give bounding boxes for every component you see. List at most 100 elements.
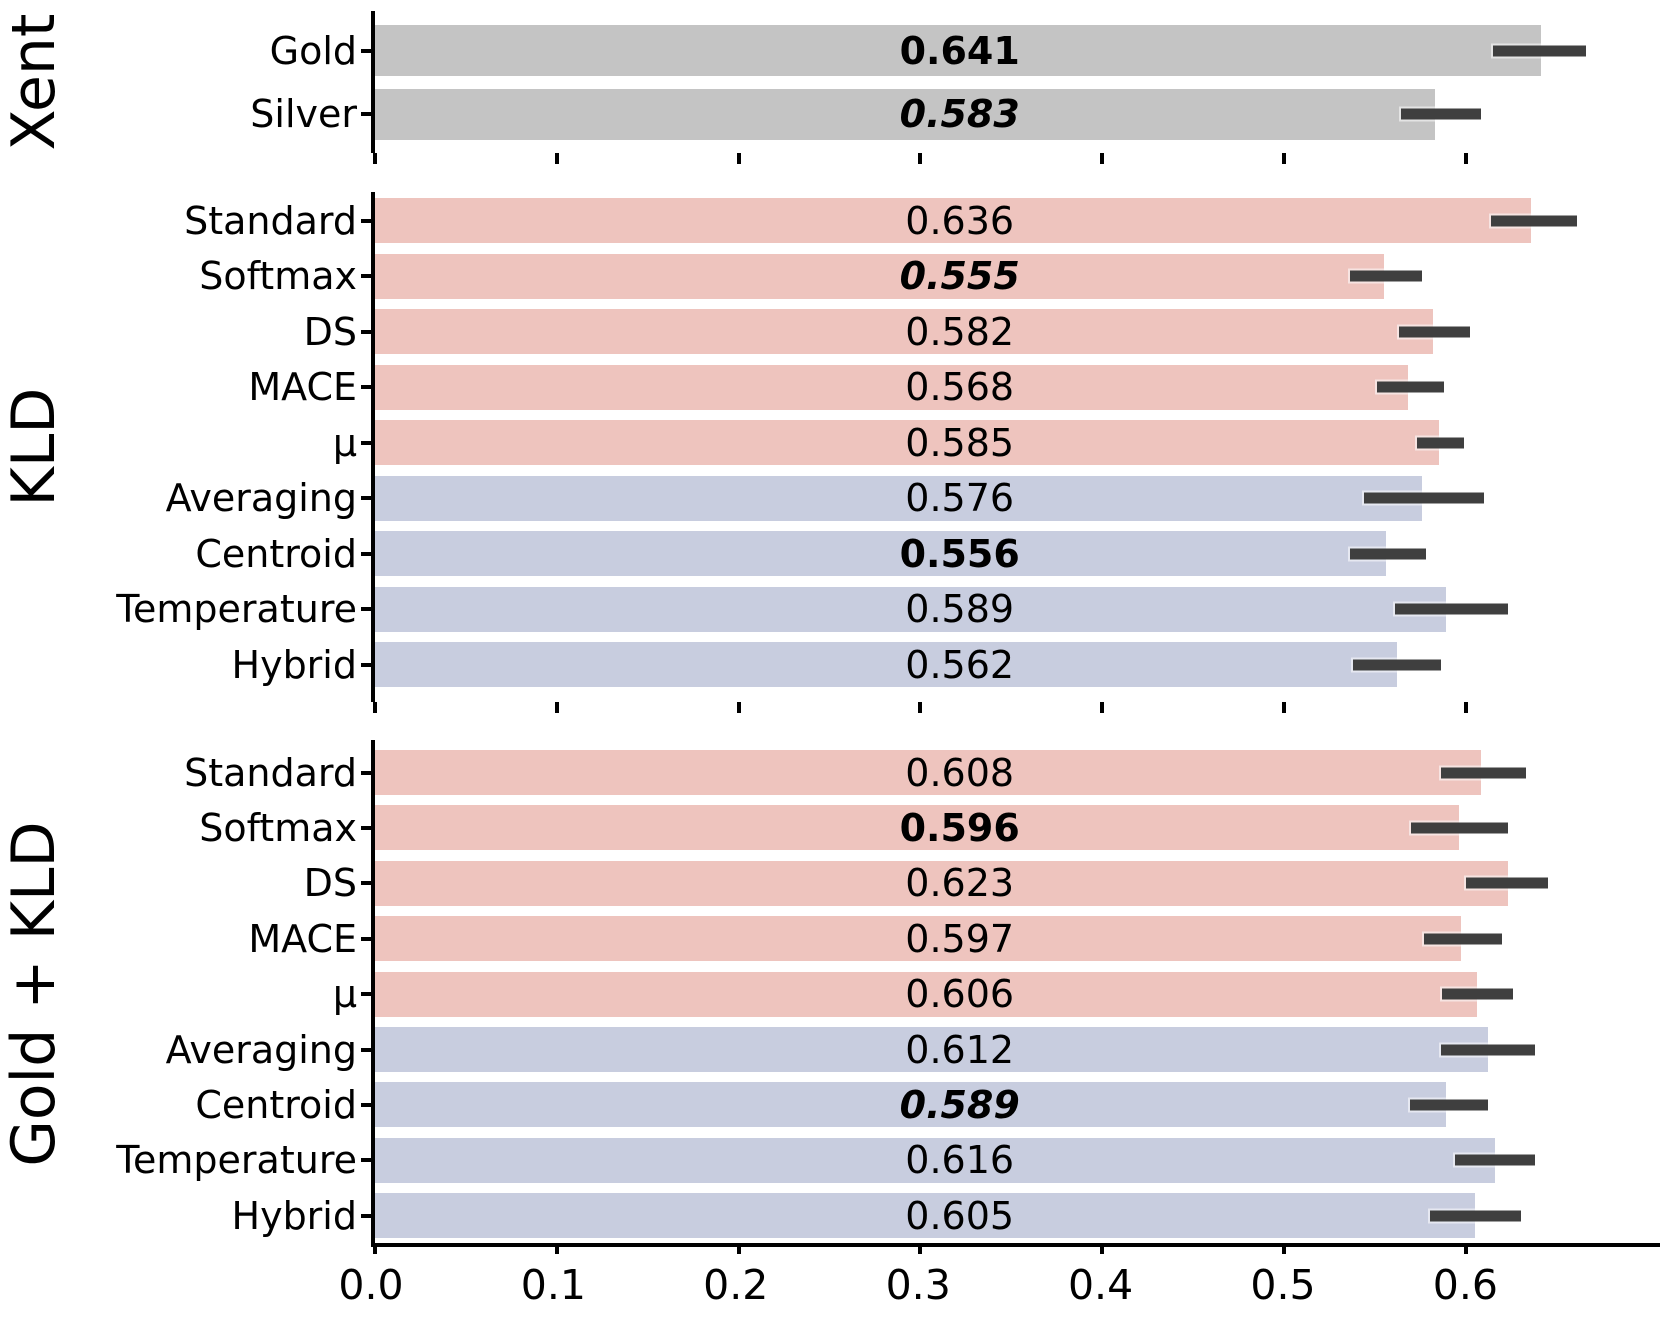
y-axis-tick-gold-kld-softmax [361,825,371,830]
bar-kld-- [375,420,1439,465]
error-bar-gold-kld-averaging [1440,1044,1536,1055]
value-label-kld-averaging: 0.576 [905,476,1015,520]
x-axis-tick-kld-0.4 [1100,702,1105,713]
x-axis-tick-xent-0.1 [554,153,559,164]
y-axis-tick-xent-gold [361,48,371,53]
value-label-gold-kld-averaging: 0.612 [905,1027,1015,1072]
row-label-kld-standard: Standard [184,198,357,243]
bar-kld-averaging [375,475,1423,521]
bar-kld-standard [375,198,1532,243]
y-axis-tick-kld-hybrid [361,662,371,667]
x-axis-tick-gold-kld-0.6 [1463,1243,1468,1254]
error-bar-kld-centroid [1349,548,1426,559]
x-axis-tick-xent-0.3 [918,153,923,164]
bar-gold-kld-averaging [375,1027,1488,1072]
panel-xent: Gold 0.641 Silver 0.583 [250,11,1660,164]
row-label-xent-gold: Gold [269,28,357,73]
group-label-gold-kld: Gold + KLD [0,820,69,1167]
y-axis-tick-kld-standard [361,218,371,223]
row-label-kld-averaging: Averaging [165,476,357,520]
value-label-gold-kld-temperature: 0.616 [905,1138,1015,1183]
value-label-kld-ds: 0.582 [905,309,1015,354]
x-axis-tick-label-0.6: 0.6 [1432,1261,1498,1309]
row-label-gold-kld-hybrid: Hybrid [231,1193,358,1238]
error-bar-kld-temperature [1395,603,1508,615]
x-axis-tick-label-0.0: 0.0 [338,1261,404,1309]
y-axis-tick-kld-mace [361,385,371,389]
value-label-xent-silver: 0.583 [899,92,1020,136]
row-label-kld-mace: MACE [248,365,357,409]
x-axis-tick-gold-kld-0.0 [373,1243,377,1254]
value-label-kld-temperature: 0.589 [905,587,1015,631]
y-axis-tick-gold-kld-hybrid [361,1213,371,1218]
bar-gold-kld-mace [375,916,1461,962]
value-label-gold-kld-mace: 0.597 [905,916,1015,961]
value-label-kld-standard: 0.636 [905,198,1015,243]
error-bar-xent-gold [1493,45,1586,56]
value-label-kld-hybrid: 0.562 [905,642,1015,687]
x-axis-tick-label-0.1: 0.1 [520,1261,586,1309]
row-label-xent-silver: Silver [250,92,357,136]
error-bar-kld-averaging [1364,492,1485,504]
x-axis-tick-label-0.2: 0.2 [703,1261,769,1309]
row-label-kld-hybrid: Hybrid [231,642,358,687]
error-bar-gold-kld-softmax [1411,822,1508,834]
group-label-kld: KLD [0,387,69,507]
value-label-gold-kld-standard: 0.608 [905,750,1015,795]
error-bar-kld-mace [1376,381,1445,393]
bar-gold-kld-temperature [375,1137,1496,1183]
error-bar-kld-ds [1398,326,1470,337]
group-label-xent: Xent [0,13,69,151]
bar-gold-kld-- [375,971,1477,1017]
bar-kld-temperature [375,586,1446,632]
bar-xent-silver [375,88,1436,140]
x-axis-tick-kld-0.0 [373,702,377,713]
x-axis-tick-kld-0.2 [736,702,741,713]
x-axis-tick-label-0.4: 0.4 [1067,1261,1134,1309]
row-label-gold-kld-mace: MACE [248,916,357,961]
bar-kld-ds [375,309,1434,354]
x-axis-tick-kld-0.6 [1463,702,1468,713]
error-bar-gold-kld-ds [1465,877,1548,889]
y-axis-tick-kld-ds [361,329,371,334]
bar-kld-hybrid [375,642,1397,687]
row-label-gold-kld-standard: Standard [184,750,357,795]
panel-kld: Standard 0.636 Softmax 0.555 DS 0.582 MACE 0.56… [116,192,1660,713]
row-label-gold-kld-averaging: Averaging [165,1027,357,1072]
x-axis-tick-gold-kld-0.4 [1100,1243,1105,1254]
bar-gold-kld-centroid [375,1082,1446,1128]
bar-kld-centroid [375,531,1386,576]
error-bar-kld-- [1416,437,1465,448]
y-axis-tick-kld-- [361,440,371,445]
y-axis-tick-gold-kld-mace [361,936,371,941]
y-axis-tick-gold-kld-- [361,992,371,997]
bar-gold-kld-standard [375,750,1481,795]
x-axis-tick-gold-kld-0.2 [736,1243,741,1254]
value-label-gold-kld--: 0.606 [905,972,1015,1017]
value-label-gold-kld-ds: 0.623 [905,861,1015,906]
row-label-gold-kld--: μ [332,972,357,1017]
error-bar-kld-hybrid [1353,659,1441,670]
x-axis-tick-kld-0.1 [554,702,559,713]
error-bar-kld-standard [1491,215,1577,226]
panel-gold-kld: Standard 0.608 Softmax 0.596 DS 0.623 MACE 0.59… [116,740,1660,1254]
x-axis-tick-label-0.5: 0.5 [1250,1261,1316,1309]
x-axis-tick-gold-kld-0.5 [1282,1243,1287,1254]
y-axis-tick-gold-kld-ds [361,881,371,886]
bar-gold-kld-softmax [375,805,1459,851]
x-axis-tick-xent-0.6 [1463,153,1468,164]
error-bar-gold-kld-standard [1440,767,1526,778]
value-label-kld--: 0.585 [905,420,1015,465]
y-axis-tick-gold-kld-centroid [361,1102,371,1107]
value-label-gold-kld-centroid: 0.589 [899,1082,1020,1127]
row-label-gold-kld-softmax: Softmax [199,805,357,850]
row-label-gold-kld-centroid: Centroid [195,1082,357,1127]
error-bar-gold-kld-- [1442,988,1514,1000]
error-bar-gold-kld-hybrid [1429,1210,1521,1222]
x-axis-tick-kld-0.3 [918,702,923,713]
x-axis-tick-kld-0.5 [1282,702,1287,713]
value-label-kld-softmax: 0.555 [899,254,1020,298]
row-label-kld-softmax: Softmax [199,254,357,298]
y-axis-tick-gold-kld-temperature [361,1158,371,1163]
